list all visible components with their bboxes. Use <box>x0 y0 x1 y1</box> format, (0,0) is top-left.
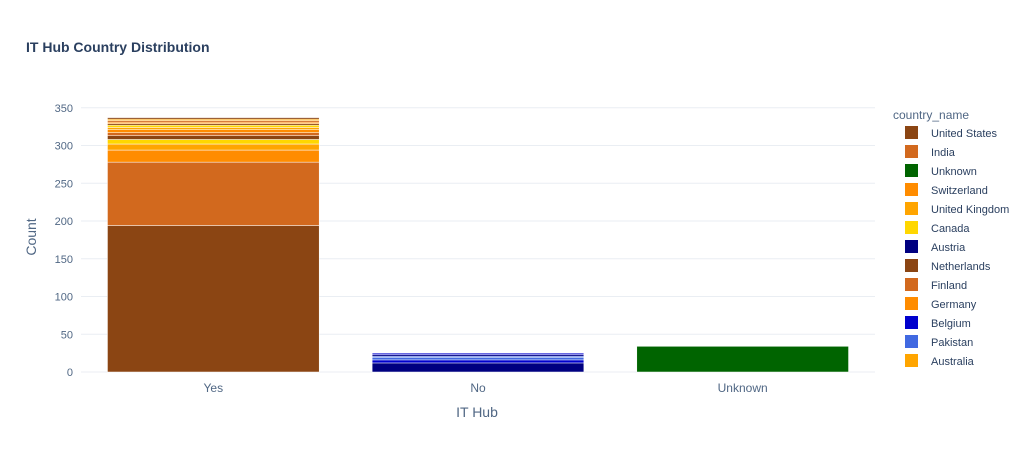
legend-item[interactable]: Germany <box>905 297 977 311</box>
bar-segment[interactable] <box>107 127 320 130</box>
legend-swatch <box>905 240 918 253</box>
y-tick-label: 350 <box>55 103 73 115</box>
legend-item[interactable]: Switzerland <box>905 183 988 197</box>
y-tick-label: 150 <box>55 254 73 266</box>
legend-item[interactable]: United States <box>905 126 998 140</box>
legend-label: Austria <box>931 242 966 254</box>
x-axis-title: IT Hub <box>456 404 498 420</box>
legend-label: Netherlands <box>931 261 991 273</box>
bar-segment[interactable] <box>107 132 320 136</box>
legend-swatch <box>905 183 918 196</box>
legend-title: country_name <box>893 108 969 122</box>
bar-segment[interactable] <box>371 362 585 373</box>
bar-segment[interactable] <box>107 129 320 133</box>
bar-segment[interactable] <box>636 346 849 373</box>
legend-item[interactable]: Pakistan <box>905 335 973 349</box>
bar-segment[interactable] <box>107 124 320 128</box>
legend-item[interactable]: Canada <box>905 221 970 235</box>
bar-segment[interactable] <box>107 135 320 140</box>
legend-item[interactable]: Unknown <box>905 164 977 178</box>
y-tick-label: 200 <box>55 216 73 228</box>
bars-group <box>107 117 849 373</box>
legend-label: Belgium <box>931 318 971 330</box>
x-tick-label: Yes <box>204 381 224 395</box>
legend-label: Germany <box>931 299 977 311</box>
legend-label: Canada <box>931 223 970 235</box>
y-axis-title: Count <box>23 218 39 255</box>
legend-label: Switzerland <box>931 185 988 197</box>
chart-title: IT Hub Country Distribution <box>26 39 210 55</box>
legend-swatch <box>905 202 918 215</box>
legend-label: Pakistan <box>931 337 973 349</box>
bar-segment[interactable] <box>107 149 320 163</box>
legend-item[interactable]: India <box>905 145 956 159</box>
y-tick-label: 0 <box>67 367 73 379</box>
legend-item[interactable]: Belgium <box>905 316 971 330</box>
legend-swatch <box>905 316 918 329</box>
legend-swatch <box>905 259 918 272</box>
y-tick-label: 250 <box>55 178 73 190</box>
legend-item[interactable]: Austria <box>905 240 966 254</box>
y-tick-label: 300 <box>55 141 73 153</box>
legend-swatch <box>905 145 918 158</box>
legend-swatch <box>905 126 918 139</box>
legend-label: Australia <box>931 356 975 368</box>
legend-swatch <box>905 221 918 234</box>
x-tick-label: Unknown <box>718 381 768 395</box>
y-tick-label: 50 <box>61 329 73 341</box>
legend-swatch <box>905 297 918 310</box>
legend-swatch <box>905 335 918 348</box>
bar-segment[interactable] <box>371 357 585 361</box>
legend-label: Finland <box>931 280 967 292</box>
y-tick-label: 100 <box>55 292 73 304</box>
bar-segment[interactable] <box>107 225 320 373</box>
legend-label: United States <box>931 128 998 140</box>
bar-segment[interactable] <box>107 117 320 120</box>
x-tick-labels: Yes No Unknown <box>204 381 768 395</box>
bar-segment[interactable] <box>371 352 585 355</box>
bar-segment[interactable] <box>107 161 320 226</box>
legend-swatch <box>905 354 918 367</box>
legend-item[interactable]: United Kingdom <box>905 202 1009 216</box>
legend-label: United Kingdom <box>931 204 1009 216</box>
x-tick-label: No <box>470 381 486 395</box>
legend-swatch <box>905 278 918 291</box>
legend-item[interactable]: Australia <box>905 354 975 368</box>
legend[interactable]: country_name United States India Unknown Sw… <box>893 108 1009 368</box>
bar-segment[interactable] <box>371 359 585 364</box>
legend-item[interactable]: Netherlands <box>905 259 991 273</box>
legend-item[interactable]: Finland <box>905 278 967 292</box>
legend-swatch <box>905 164 918 177</box>
bar-segment[interactable] <box>107 139 320 145</box>
legend-label: India <box>931 147 956 159</box>
bar-segment[interactable] <box>107 143 320 151</box>
y-tick-labels: 0 50 100 150 200 250 300 350 <box>55 103 73 379</box>
legend-label: Unknown <box>931 166 977 178</box>
